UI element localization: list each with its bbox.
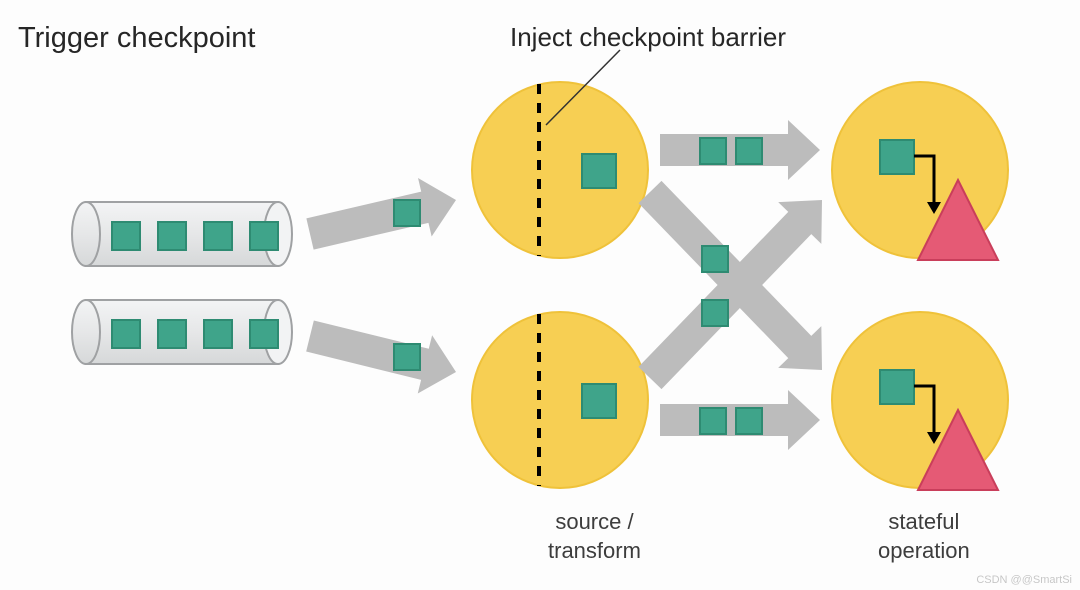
record-square: [700, 138, 726, 164]
record-square: [158, 320, 186, 348]
record-square: [250, 222, 278, 250]
label-stateful-line1: stateful: [888, 509, 959, 534]
record-square: [158, 222, 186, 250]
label-stateful-operation: stateful operation: [878, 508, 970, 565]
source-operator-1: [472, 82, 648, 258]
label-stateful-line2: operation: [878, 538, 970, 563]
record-square: [394, 200, 420, 226]
watermark: CSDN @@SmartSi: [976, 574, 1072, 586]
record-square: [204, 222, 232, 250]
source-operator-2: [472, 312, 648, 488]
record-square: [702, 246, 728, 272]
record-square: [736, 408, 762, 434]
record-square: [736, 138, 762, 164]
record-square: [204, 320, 232, 348]
title-trigger-checkpoint: Trigger checkpoint: [18, 22, 255, 55]
record-square: [112, 320, 140, 348]
label-source-line2: transform: [548, 538, 641, 563]
record-square: [582, 154, 616, 188]
record-square: [700, 408, 726, 434]
label-inject-barrier: Inject checkpoint barrier: [510, 22, 786, 53]
record-square: [250, 320, 278, 348]
record-square: [112, 222, 140, 250]
record-square: [394, 344, 420, 370]
record-square: [582, 384, 616, 418]
record-square: [880, 370, 914, 404]
label-source-line1: source /: [555, 509, 633, 534]
record-square: [880, 140, 914, 174]
arrow-input-1: [306, 178, 456, 250]
diagram-canvas: [0, 0, 1080, 590]
record-square: [702, 300, 728, 326]
arrow-input-2: [306, 320, 456, 393]
label-source-transform: source / transform: [548, 508, 641, 565]
